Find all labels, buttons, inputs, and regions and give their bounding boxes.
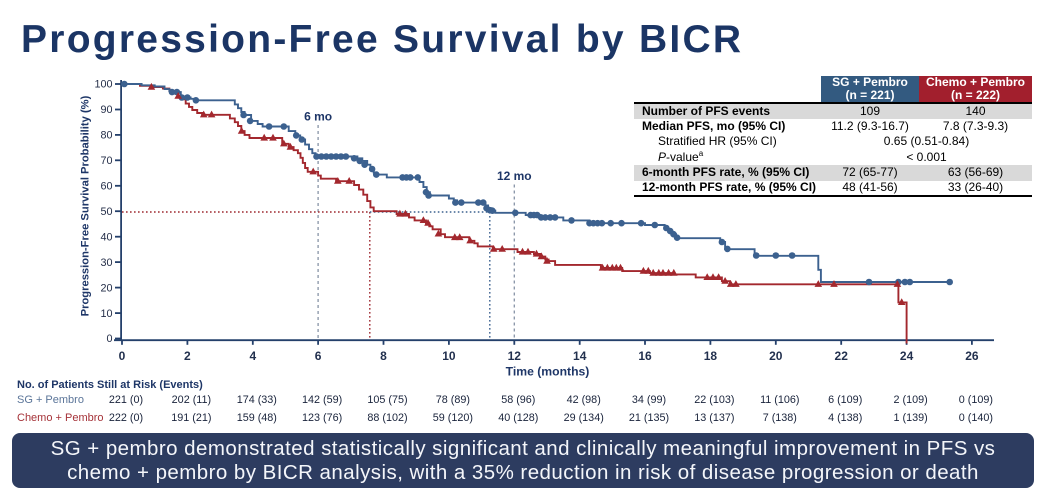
svg-text:100: 100 (94, 79, 112, 91)
svg-text:10: 10 (100, 308, 112, 320)
svg-text:90: 90 (100, 104, 112, 116)
svg-text:Time (months): Time (months) (506, 365, 590, 379)
svg-text:60: 60 (100, 181, 112, 193)
svg-text:4: 4 (249, 349, 256, 363)
svg-text:30: 30 (100, 257, 112, 269)
svg-text:14: 14 (573, 349, 587, 363)
svg-text:70: 70 (100, 155, 112, 167)
svg-text:6: 6 (315, 349, 322, 363)
svg-text:40: 40 (100, 231, 112, 243)
svg-text:16: 16 (638, 349, 652, 363)
svg-text:8: 8 (380, 349, 387, 363)
svg-text:22: 22 (835, 349, 849, 363)
svg-text:Progression-Free Survival Prob: Progression-Free Survival Probability (%… (79, 95, 91, 316)
svg-text:20: 20 (100, 282, 112, 294)
svg-text:26: 26 (965, 349, 979, 363)
svg-text:12: 12 (508, 349, 522, 363)
svg-text:12 mo: 12 mo (497, 169, 532, 183)
svg-text:50: 50 (100, 206, 112, 218)
svg-text:10: 10 (442, 349, 456, 363)
svg-text:2: 2 (184, 349, 191, 363)
svg-text:0: 0 (106, 333, 112, 345)
svg-text:6 mo: 6 mo (304, 109, 332, 123)
svg-text:20: 20 (769, 349, 783, 363)
svg-text:24: 24 (900, 349, 914, 363)
svg-text:80: 80 (100, 130, 112, 142)
svg-text:0: 0 (119, 349, 126, 363)
svg-text:18: 18 (704, 349, 718, 363)
